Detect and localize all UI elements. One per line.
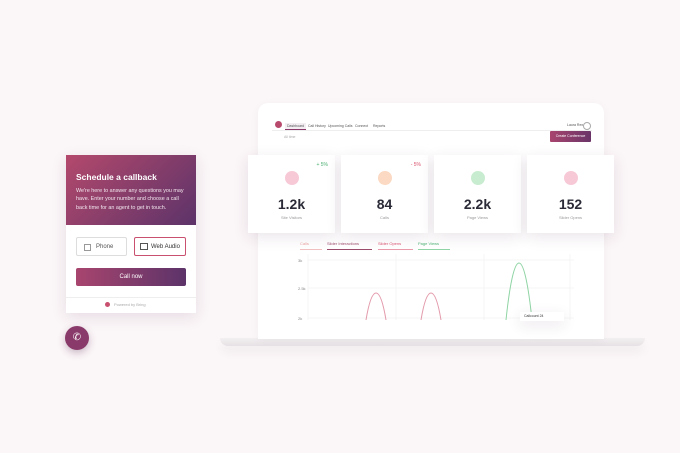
stat-label: Page Views [466,215,489,220]
tooltip: Callcount 24 [520,312,564,321]
chart-tab[interactable]: Page Views [418,241,450,250]
nav-tab[interactable]: Dashboard [285,123,307,130]
option-label: Web Audio [151,244,180,250]
create-button[interactable]: Create Conference [550,131,591,142]
stat-value: 84 [376,196,393,212]
call-launcher[interactable]: ✆ [65,326,89,350]
laptop-base [220,338,645,346]
stat-icon [284,171,299,185]
chart-tab[interactable]: Calls [300,241,322,250]
filter[interactable]: All time [284,135,296,139]
footer-logo [105,302,110,307]
chart-tab[interactable]: Slider Opens [378,241,413,250]
widget-description: We're here to answer any questions you m… [76,188,184,211]
logo [275,121,282,128]
stat-value: 152 [558,196,583,212]
grid [307,254,574,320]
stat-icon [563,171,578,185]
divider [272,130,592,131]
phone-icon [84,244,91,251]
option-label: Phone [96,244,114,250]
nav-tab[interactable]: Connect [355,124,369,128]
nav-tab[interactable]: Upcoming Calls [328,124,353,128]
y-label: 3k [298,258,303,263]
stat-label: Slider Opens [558,215,583,220]
nav-tab[interactable]: Reports [373,124,386,128]
stat-card: 84 Calls - 5% [341,155,428,233]
line-chart [307,254,574,320]
widget-footer: Powered by Bring [114,302,146,307]
y-label: 2k [298,316,303,321]
stat-change: - 5% [410,162,421,168]
stat-card: 2.2k Page Views [434,155,521,233]
stat-label: Calls [380,215,389,220]
stat-icon [470,171,485,185]
call-button[interactable]: Call now [76,268,186,286]
option-button[interactable]: Phone [76,237,127,256]
stat-change: + 5% [316,162,328,168]
stat-card: 1.2k Site Visitors + 5% [248,155,335,233]
stat-value: 1.2k [277,196,306,212]
series-line [365,292,442,320]
option-button[interactable]: Web Audio [134,237,186,256]
y-label: 2.5k [298,286,306,291]
chart-tab[interactable]: Slider Interactions [327,241,372,250]
audio-icon [140,243,148,250]
series-line [505,262,533,320]
nav-tab[interactable]: Call History [308,124,326,128]
widget-title: Schedule a callback [76,172,157,182]
stat-icon [377,171,392,185]
stat-value: 2.2k [463,196,492,212]
stat-label: Site Visitors [280,215,303,220]
stat-card: 152 Slider Opens [527,155,614,233]
user-name[interactable]: Laura Rex [567,123,584,127]
avatar[interactable] [583,122,591,130]
widget-header [66,155,196,225]
widget-divider [66,297,196,298]
